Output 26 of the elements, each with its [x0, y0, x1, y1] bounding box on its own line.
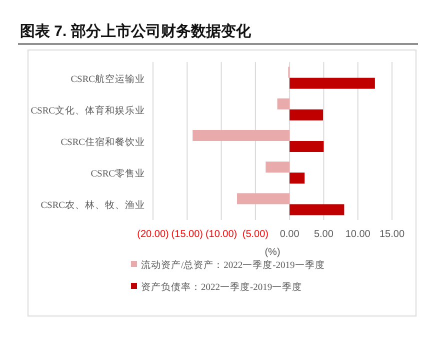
- bar: [192, 130, 290, 141]
- x-tick-label: (15.00): [171, 229, 203, 240]
- bar: [277, 98, 290, 110]
- bar: [236, 193, 290, 204]
- y-tick-label: CSRC零售业: [90, 168, 145, 180]
- bar: [290, 78, 375, 89]
- y-tick-label: CSRC住宿和餐饮业: [60, 136, 145, 148]
- x-tick-label: 15.00: [379, 229, 405, 240]
- title: 图表 7. 部分上市公司财务数据变化: [20, 23, 251, 40]
- y-tick-label: CSRC文化、体育和娱乐业: [30, 104, 145, 116]
- bar: [266, 162, 290, 173]
- legend-label: 流动资产/总资产：2022一季度-2019一季度: [141, 259, 325, 271]
- y-tick-label: CSRC农、林、牧、渔业: [40, 199, 145, 212]
- y-tick-label: CSRC航空运输业: [70, 72, 145, 85]
- x-tick-label: (20.00): [137, 229, 169, 240]
- x-tick-label: (5.00): [242, 229, 268, 240]
- legend-label: 资产负债率：2022一季度-2019一季度: [141, 281, 302, 293]
- bar: [290, 109, 324, 120]
- x-tick-label: 10.00: [345, 229, 371, 240]
- x-axis-title: (%): [264, 247, 280, 258]
- bar: [290, 204, 344, 216]
- bar: [290, 141, 324, 152]
- x-tick-label: 0.00: [280, 229, 300, 240]
- x-tick-label: (10.00): [205, 229, 238, 240]
- x-tick-label: 5.00: [314, 229, 334, 240]
- bar: [290, 172, 305, 184]
